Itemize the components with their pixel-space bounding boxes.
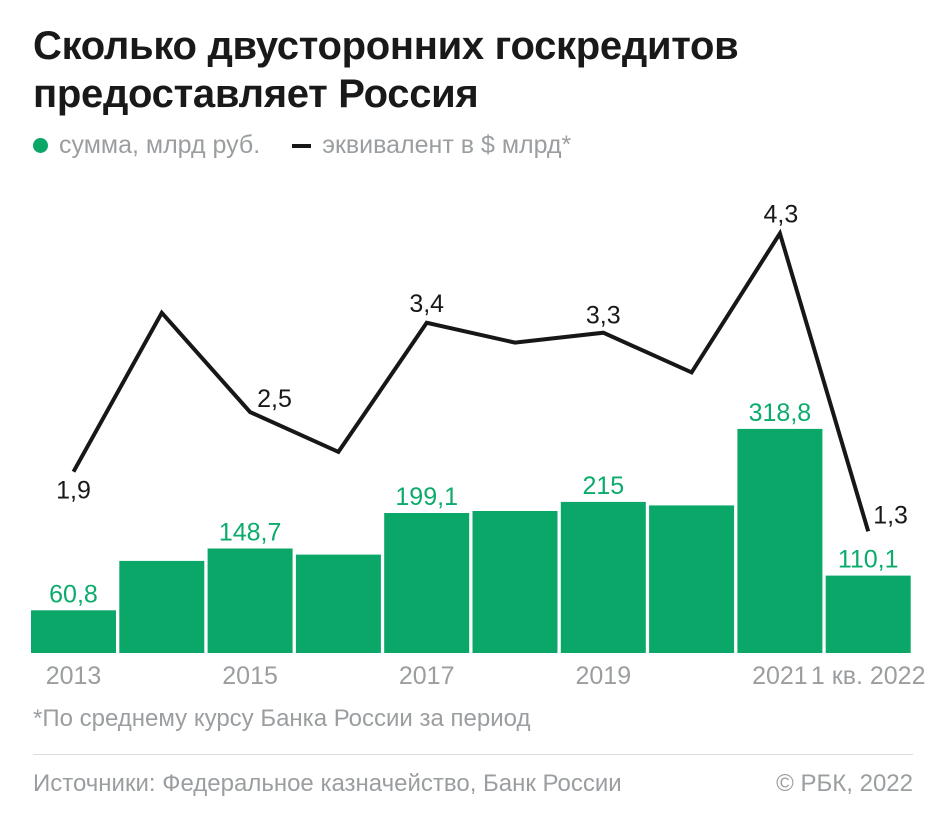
bar-2021 bbox=[737, 428, 823, 653]
line-value-label: 2,5 bbox=[257, 385, 292, 413]
line-value-label: 3,4 bbox=[409, 290, 444, 318]
bar-2017 bbox=[384, 513, 470, 653]
bar-value-label: 60,8 bbox=[49, 580, 98, 608]
line-value-label: 3,3 bbox=[586, 302, 621, 330]
line-value-label: 4,3 bbox=[764, 200, 799, 228]
bar-value-label: 318,8 bbox=[749, 399, 812, 427]
bar-value-label: 148,7 bbox=[219, 518, 282, 546]
footer-divider bbox=[33, 754, 913, 755]
bar-2014 bbox=[119, 560, 205, 653]
x-axis-label: 2021 bbox=[752, 662, 808, 690]
bars-legend-label: сумма, млрд руб. bbox=[59, 131, 261, 159]
x-axis-label: 1 кв. 2022 bbox=[811, 662, 926, 690]
bar-value-label: 215 bbox=[582, 472, 624, 500]
x-axis-label: 2015 bbox=[222, 662, 278, 690]
x-axis-label: 2017 bbox=[399, 662, 455, 690]
bar-value-label: 110,1 bbox=[838, 546, 899, 574]
legend-item-line: эквивалент в $ млрд* bbox=[292, 131, 571, 160]
page-title: Сколько двусторонних госкредитов предост… bbox=[33, 24, 739, 116]
x-axis-label: 2013 bbox=[46, 662, 102, 690]
chart-footnote: *По среднему курсу Банка России за перио… bbox=[33, 705, 531, 732]
line-legend-label: эквивалент в $ млрд* bbox=[322, 131, 572, 159]
bar-2013 bbox=[31, 610, 116, 653]
x-axis-label: 2019 bbox=[575, 662, 631, 690]
bar-1-кв-2022 bbox=[825, 575, 911, 653]
line-value-label: 1,9 bbox=[56, 477, 91, 505]
bar-value-label: 199,1 bbox=[395, 483, 458, 511]
sources-text: Источники: Федеральное казначейство, Бан… bbox=[33, 770, 622, 797]
legend-item-bars: сумма, млрд руб. bbox=[33, 131, 260, 160]
bars-legend-swatch-icon bbox=[33, 138, 48, 153]
usd-equivalent-line bbox=[71, 228, 871, 532]
bar-2016 bbox=[295, 554, 381, 653]
copyright-text: © РБК, 2022 bbox=[776, 770, 913, 797]
bar-2018 bbox=[472, 511, 558, 653]
bar-2015 bbox=[207, 548, 293, 653]
line-legend-swatch-icon bbox=[292, 143, 312, 148]
bar-2019 bbox=[560, 501, 646, 653]
footer-row: Источники: Федеральное казначейство, Бан… bbox=[33, 770, 913, 798]
line-value-label: 1,3 bbox=[873, 501, 908, 529]
bar-2020 bbox=[649, 505, 735, 653]
legend: сумма, млрд руб. эквивалент в $ млрд* bbox=[33, 131, 571, 160]
